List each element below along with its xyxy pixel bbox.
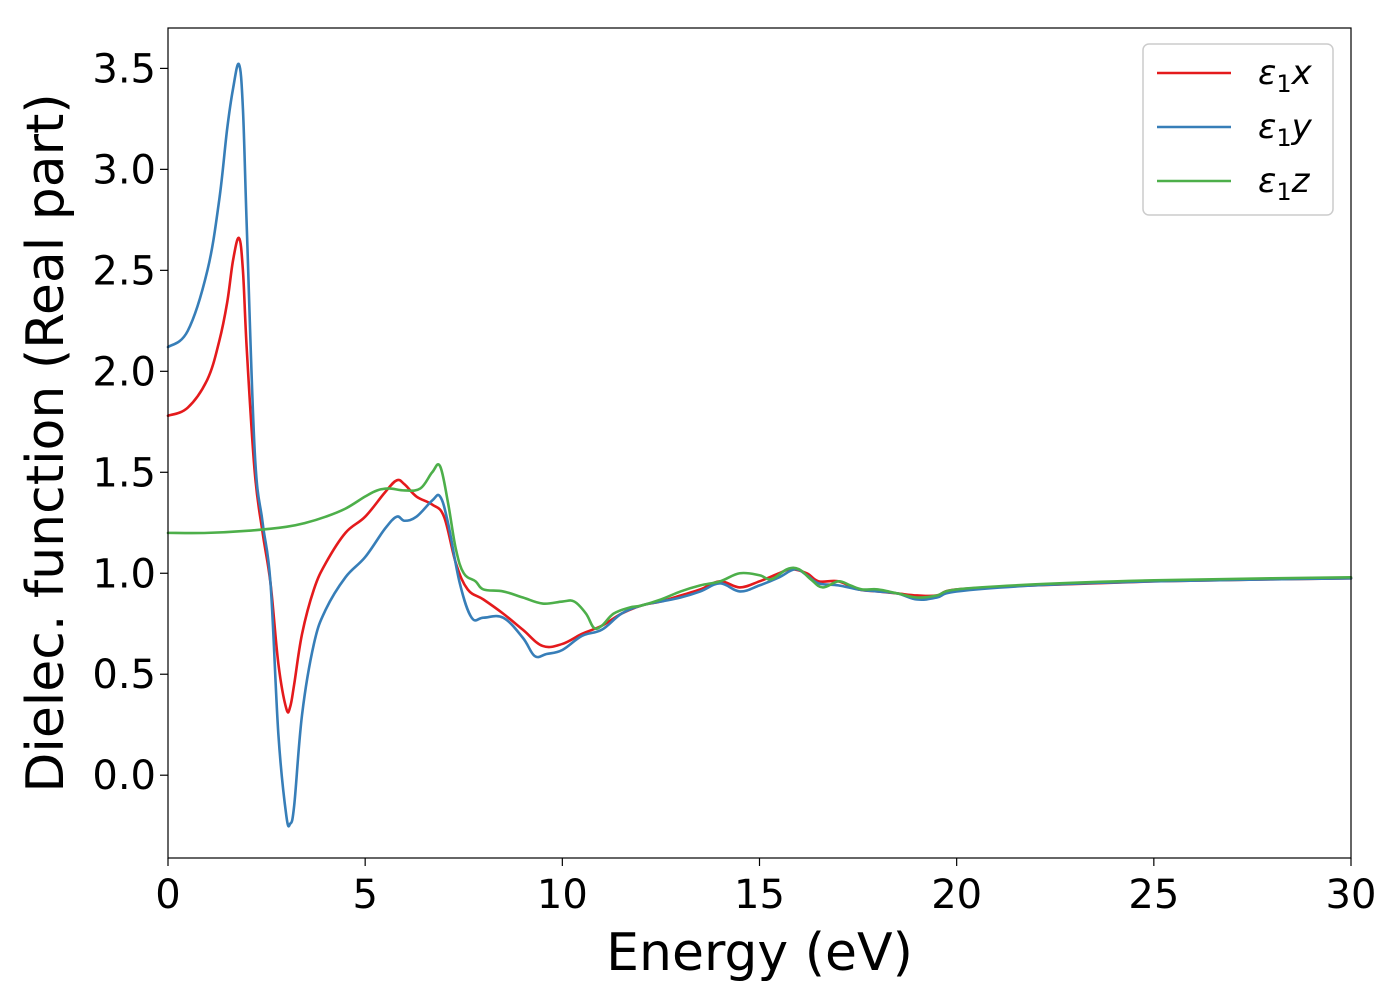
legend-label-2: ε1y xyxy=(1258,107,1313,152)
x-tick-label: 15 xyxy=(734,872,785,918)
y-axis-label: Dielec. function (Real part) xyxy=(16,93,76,792)
x-tick-label: 20 xyxy=(931,872,982,918)
x-tick-label: 30 xyxy=(1326,872,1377,918)
x-tick-label: 0 xyxy=(155,872,180,918)
y-tick-label: 3.5 xyxy=(92,46,156,92)
series-layer xyxy=(166,62,1353,828)
x-axis-ticks: 0 5 10 15 20 25 30 xyxy=(155,858,1376,918)
y-tick-label: 1.5 xyxy=(92,450,156,496)
legend-label-1: ε1x xyxy=(1258,53,1313,98)
y-tick-label: 0.0 xyxy=(92,753,156,799)
legend-items: ε1x ε1y ε1z xyxy=(1157,53,1313,206)
legend-label-3: ε1z xyxy=(1258,161,1311,206)
y-tick-label: 2.0 xyxy=(92,349,156,395)
y-axis-ticks: 0.0 0.5 1.0 1.5 2.0 2.5 3.0 3.5 xyxy=(92,46,168,799)
legend: ε1x ε1y ε1z xyxy=(1142,43,1334,216)
x-tick-label: 10 xyxy=(537,872,588,918)
series-line-3 xyxy=(166,463,1353,631)
series-line-2 xyxy=(166,62,1353,828)
y-tick-label: 1.0 xyxy=(92,551,156,597)
y-tick-label: 0.5 xyxy=(92,652,156,698)
x-axis-label: Energy (eV) xyxy=(606,923,913,983)
legend-box xyxy=(1142,43,1334,216)
x-tick-label: 25 xyxy=(1128,872,1179,918)
y-tick-label: 2.5 xyxy=(92,248,156,294)
x-tick-label: 5 xyxy=(352,872,377,918)
y-tick-label: 3.0 xyxy=(92,147,156,193)
